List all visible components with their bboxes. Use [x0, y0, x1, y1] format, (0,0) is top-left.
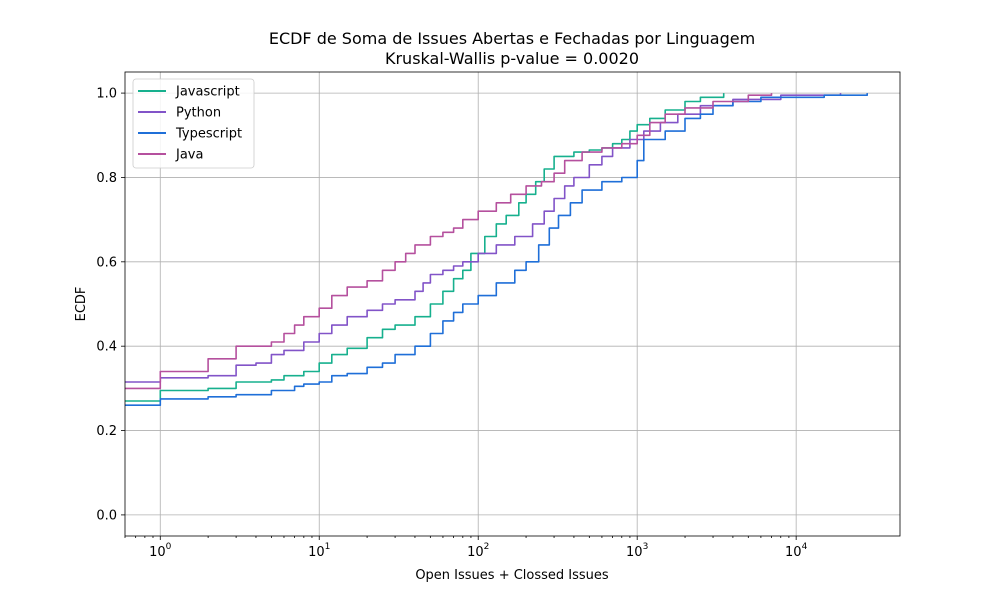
y-axis-label: ECDF — [74, 287, 89, 322]
legend-label-typescript: Typescript — [175, 127, 242, 142]
plot-frame — [124, 71, 901, 537]
x-tick-base: 10 — [626, 545, 643, 560]
x-tick-base: 10 — [785, 545, 802, 560]
x-tick-label: 104 — [785, 542, 808, 560]
x-tick-base: 10 — [467, 545, 484, 560]
series-line-java — [125, 93, 773, 390]
legend-box — [132, 78, 255, 169]
x-tick-label: 100 — [149, 542, 172, 560]
y-tick-label: 0.6 — [96, 255, 117, 270]
legend-label-javascript: Javascript — [175, 85, 240, 100]
x-tick-base: 10 — [149, 545, 166, 560]
x-tick-base: 10 — [308, 545, 325, 560]
y-tick-label: 1.0 — [96, 87, 117, 102]
x-tick-exponent: 0 — [166, 542, 172, 552]
y-tick-label: 0.8 — [96, 171, 117, 186]
x-tick-label: 101 — [308, 542, 330, 560]
x-tick-exponent: 4 — [802, 542, 808, 552]
chart-title: ECDF de Soma de Issues Abertas e Fechada… — [269, 29, 755, 48]
x-tick-exponent: 2 — [484, 542, 490, 552]
y-tick-label: 0.4 — [96, 340, 117, 355]
legend-label-java: Java — [175, 148, 203, 163]
y-tick-label: 0.0 — [96, 508, 117, 523]
chart-subtitle: Kruskal-Wallis p-value = 0.0020 — [385, 49, 639, 68]
x-axis-label: Open Issues + Clossed Issues — [415, 568, 609, 583]
series-layer — [125, 93, 868, 406]
y-tick-label: 0.2 — [96, 424, 117, 439]
x-tick-label: 102 — [467, 542, 489, 560]
legend-label-python: Python — [176, 106, 221, 121]
legend: Javascript Python Typescript Java — [132, 78, 255, 169]
x-tick-exponent: 1 — [325, 542, 331, 552]
x-tick-label: 103 — [626, 542, 648, 560]
series-line-typescript — [125, 93, 868, 406]
series-line-javascript — [125, 93, 725, 402]
series-line-python — [125, 93, 842, 383]
x-tick-exponent: 3 — [643, 542, 649, 552]
